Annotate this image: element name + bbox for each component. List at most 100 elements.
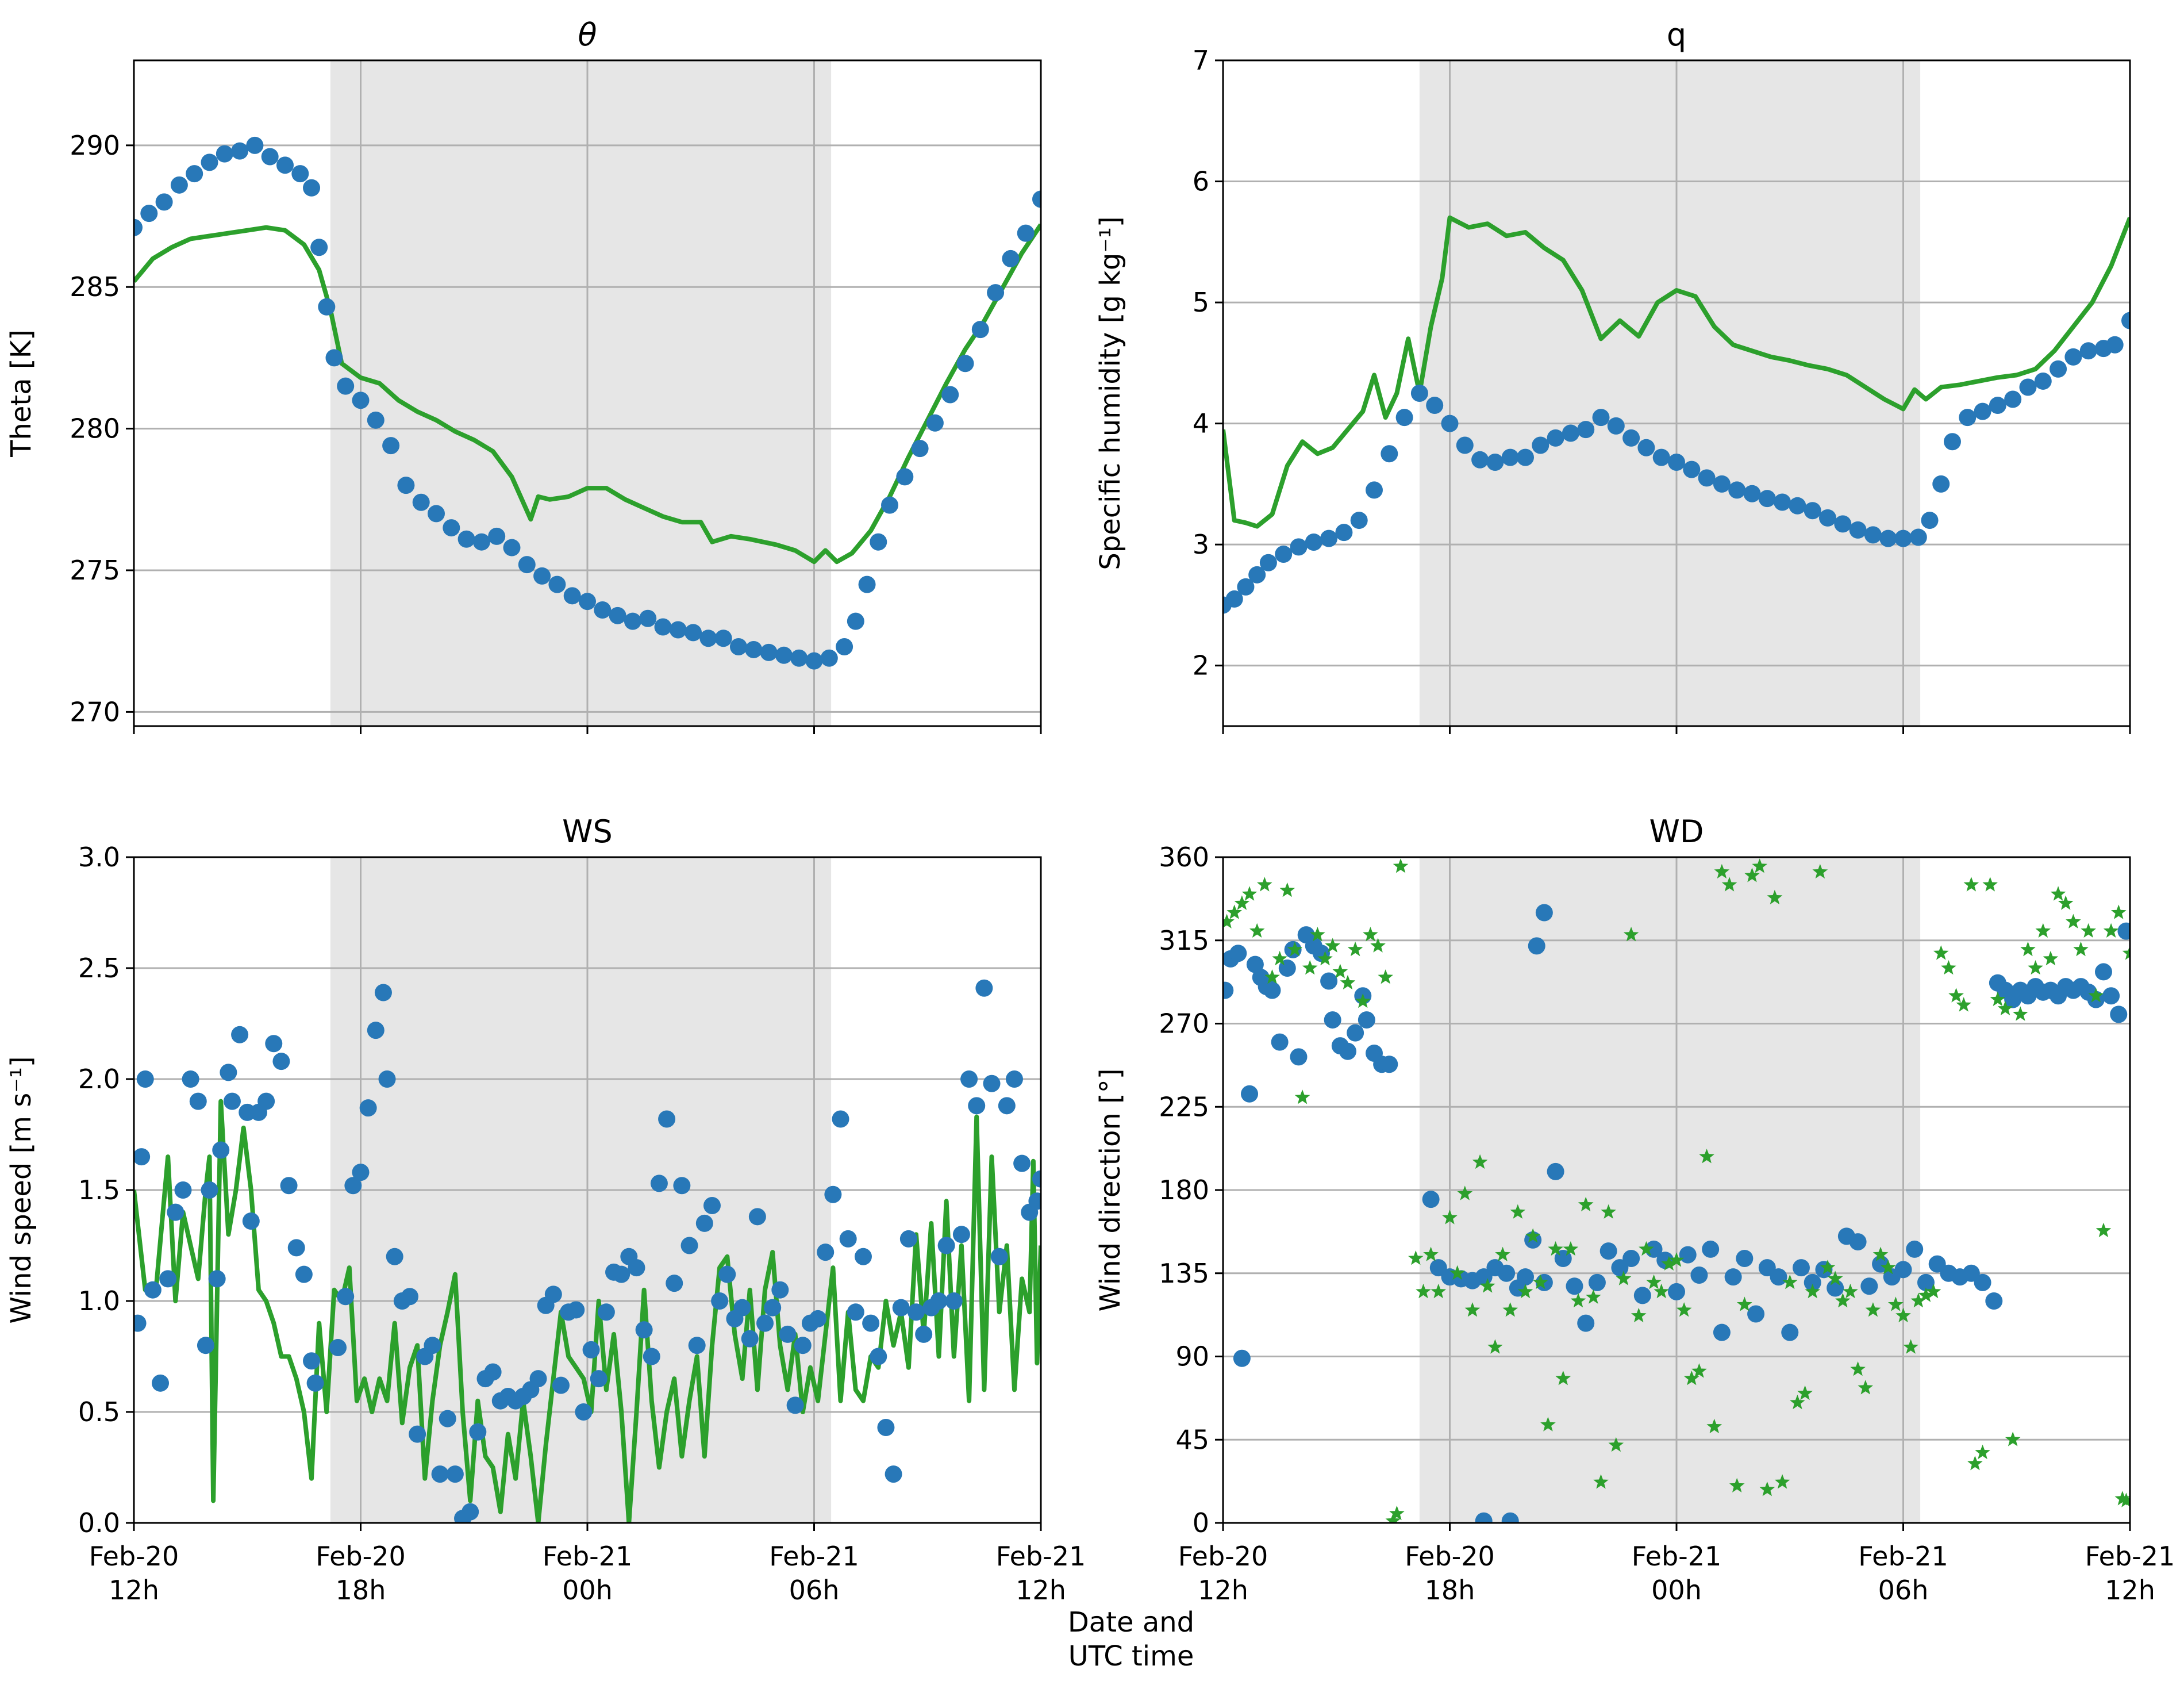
obs-point [764, 1299, 782, 1317]
obs-point [1263, 981, 1281, 999]
y-tick-label: 6 [1193, 166, 1209, 197]
obs-point [1599, 1242, 1617, 1260]
obs-point [575, 1403, 593, 1421]
obs-point [378, 1070, 396, 1088]
obs-point [1668, 1283, 1685, 1300]
obs-point [1864, 526, 1882, 544]
obs-point [2019, 378, 2037, 396]
obs-point [937, 1237, 955, 1254]
obs-point [1517, 1268, 1534, 1286]
obs-point [1290, 538, 1308, 556]
obs-point [1959, 409, 1977, 427]
y-tick-label: 0.5 [78, 1396, 120, 1427]
obs-point [839, 1230, 857, 1248]
obs-point [1305, 533, 1322, 551]
obs-point [2004, 390, 2022, 408]
model-star-point [1997, 1000, 2013, 1016]
model-star-point [1302, 960, 1318, 975]
obs-point [1894, 529, 1912, 547]
x-tick-label-time: 06h [789, 1575, 840, 1606]
obs-point [1917, 1273, 1935, 1291]
obs-point [862, 1314, 880, 1332]
obs-point [1792, 1259, 1810, 1277]
obs-point [134, 1148, 151, 1166]
y-tick-label: 225 [1159, 1091, 1209, 1122]
model-star-point [2095, 1222, 2112, 1238]
obs-point [140, 205, 158, 222]
obs-point [820, 649, 838, 667]
obs-point [367, 411, 384, 429]
obs-point [374, 984, 392, 1001]
model-star-point [1226, 904, 1242, 919]
model-star-point [2073, 941, 2089, 957]
model-star-point [1820, 1260, 1836, 1275]
obs-point [2064, 348, 2082, 366]
obs-point [971, 321, 989, 339]
obs-point [688, 1337, 706, 1354]
model-star-point [1525, 1228, 1541, 1243]
obs-point [159, 1270, 177, 1288]
model-star-point [1355, 993, 1371, 1008]
obs-point [1592, 409, 1610, 427]
obs-point [624, 612, 641, 630]
y-tick-label: 2.0 [78, 1064, 120, 1095]
y-tick-label: 0 [1193, 1507, 1209, 1538]
model-star-point [1457, 1185, 1473, 1200]
model-star-point [1774, 1474, 1790, 1489]
x-tick-label-date: Feb-21 [996, 1541, 1086, 1572]
obs-point [685, 624, 702, 642]
model-star-point [1858, 1380, 1874, 1395]
obs-point [1013, 1154, 1031, 1172]
model-star-point [1767, 889, 1783, 905]
model-star-point [1249, 923, 1265, 938]
x-tick-label-date: Feb-20 [1405, 1541, 1495, 1572]
obs-point [1713, 475, 1731, 493]
obs-point [1974, 1273, 1991, 1291]
model-star-point [1631, 1307, 1647, 1323]
obs-point [711, 1292, 729, 1310]
x-tick-label-time: 18h [1425, 1575, 1475, 1606]
obs-point [858, 575, 876, 593]
y-tick-label: 5 [1193, 287, 1209, 318]
model-star-point [1540, 1417, 1556, 1431]
x-tick-label-date: Feb-21 [2085, 1541, 2175, 1572]
model-star-point [1370, 938, 1386, 953]
obs-point [1335, 524, 1353, 542]
model-star-point [1676, 1302, 1692, 1317]
y-tick-label: 280 [70, 413, 120, 444]
obs-point [1248, 566, 1266, 584]
obs-point [155, 193, 173, 211]
obs-point [794, 1337, 812, 1354]
obs-point [1532, 436, 1549, 454]
obs-point [926, 414, 944, 432]
obs-point [329, 1339, 347, 1357]
model-star-point [1442, 1210, 1458, 1225]
obs-point [1225, 590, 1243, 608]
obs-point [836, 638, 853, 656]
model-series-line [1223, 215, 2130, 529]
obs-point [186, 165, 203, 183]
model-star-point [1363, 927, 1378, 942]
obs-point [790, 649, 808, 667]
obs-point [1259, 554, 1277, 571]
model-star-point [1941, 960, 1956, 975]
y-axis-label: Wind speed [m s⁻¹] [5, 1056, 37, 1323]
obs-point [714, 630, 732, 647]
model-star-point [1510, 1204, 1526, 1219]
obs-point [428, 505, 445, 523]
obs-point [567, 1301, 585, 1319]
obs-point [412, 493, 430, 511]
obs-point [680, 1237, 698, 1254]
obs-point [1834, 515, 1852, 533]
obs-point [930, 1292, 948, 1310]
model-star-point [1223, 914, 1235, 928]
obs-point [469, 1423, 487, 1441]
obs-point [544, 1285, 562, 1303]
model-star-point [1340, 974, 1356, 990]
model-star-point [1317, 950, 1333, 966]
obs-point [699, 630, 717, 647]
model-star-point [1835, 1293, 1851, 1308]
obs-point [2102, 987, 2120, 1005]
obs-point [1547, 429, 1564, 447]
obs-point [779, 1325, 797, 1343]
